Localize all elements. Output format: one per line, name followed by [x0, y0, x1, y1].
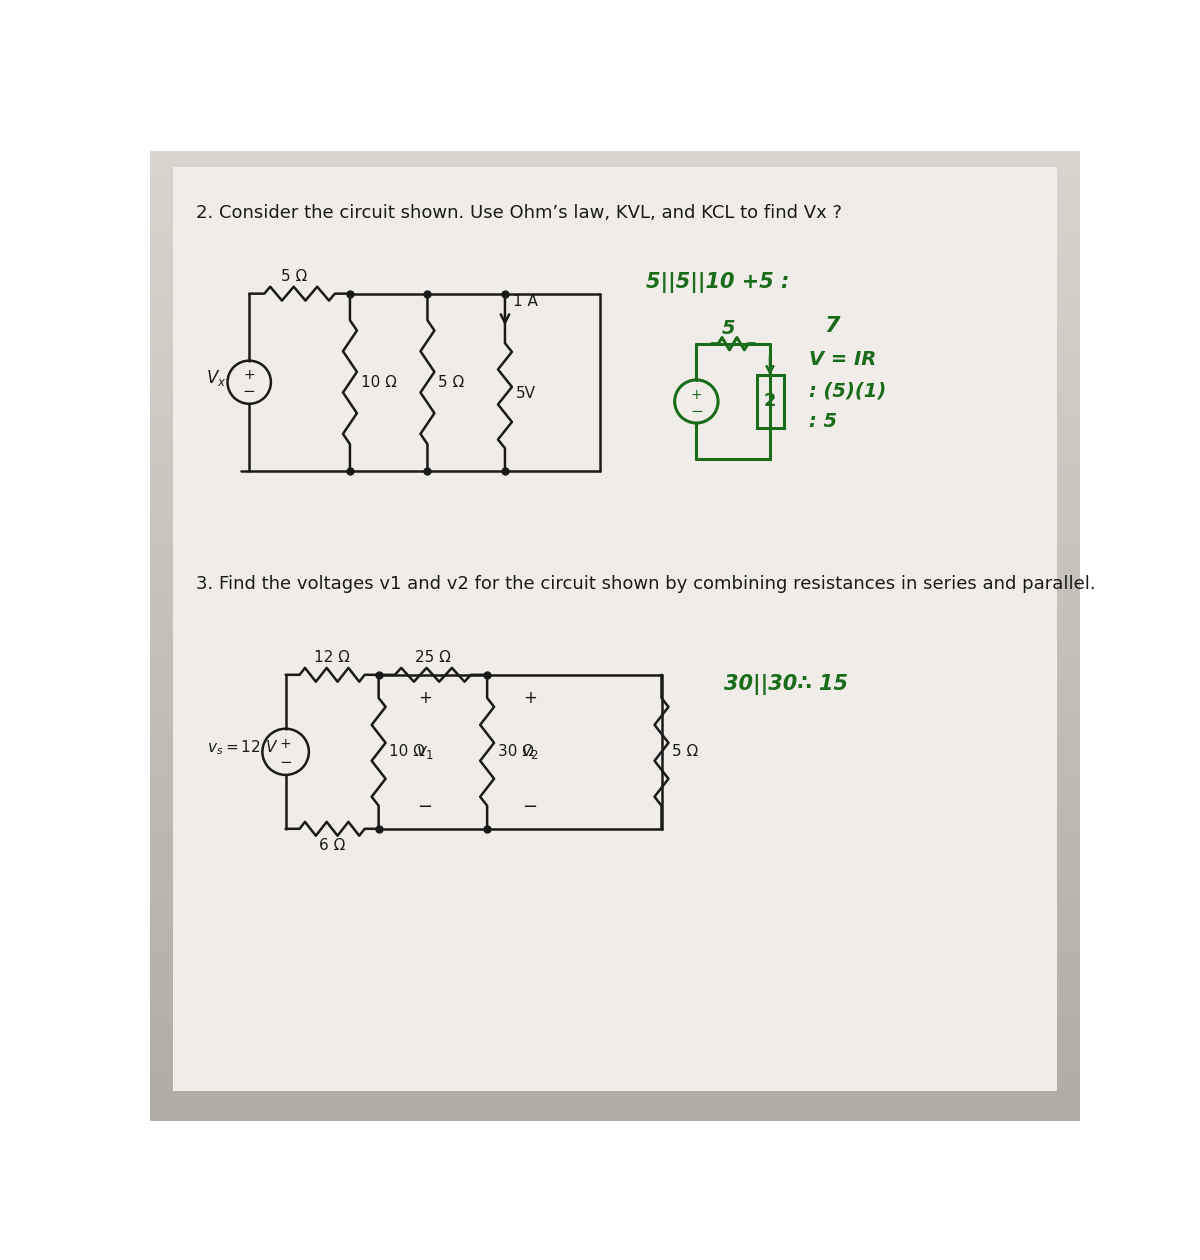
Bar: [757, 374, 784, 428]
Text: +: +: [244, 368, 256, 382]
Text: 5 Ω: 5 Ω: [672, 745, 698, 760]
Text: 30||30∴ 15: 30||30∴ 15: [724, 674, 847, 696]
Text: +: +: [280, 737, 292, 751]
Text: 5: 5: [722, 319, 736, 338]
Text: 3. Find the voltages v1 and v2 for the circuit shown by combining resistances in: 3. Find the voltages v1 and v2 for the c…: [197, 575, 1096, 592]
Text: 30 Ω: 30 Ω: [498, 745, 534, 760]
Text: 5 Ω: 5 Ω: [282, 270, 307, 285]
Text: V = IR: V = IR: [809, 350, 876, 369]
Text: −: −: [522, 799, 538, 816]
Text: $v_1$: $v_1$: [416, 743, 434, 761]
FancyBboxPatch shape: [173, 166, 1057, 1091]
Text: +: +: [523, 689, 536, 707]
Text: −: −: [280, 755, 292, 770]
Text: −: −: [418, 799, 433, 816]
Text: 25 Ω: 25 Ω: [415, 650, 451, 665]
Text: 5 Ω: 5 Ω: [438, 374, 464, 389]
Text: 12 Ω: 12 Ω: [314, 650, 350, 665]
Text: 10 Ω: 10 Ω: [390, 745, 425, 760]
Text: $v_s = 12\ V$: $v_s = 12\ V$: [208, 738, 278, 757]
Text: 10 Ω: 10 Ω: [361, 374, 397, 389]
Text: 5V: 5V: [516, 387, 535, 401]
Text: 6 Ω: 6 Ω: [319, 838, 346, 853]
Text: +: +: [418, 689, 432, 707]
Text: : 5: : 5: [809, 412, 836, 431]
Text: $V_x$: $V_x$: [206, 368, 227, 388]
Text: $v_2$: $v_2$: [521, 743, 539, 761]
Text: +: +: [690, 388, 702, 402]
Text: : (5)(1): : (5)(1): [809, 381, 886, 401]
Text: 7: 7: [824, 316, 840, 336]
Text: 2: 2: [763, 392, 776, 411]
Text: −: −: [690, 403, 703, 418]
Text: −: −: [242, 384, 256, 399]
Text: 1 A: 1 A: [512, 294, 538, 309]
Text: 2. Consider the circuit shown. Use Ohm’s law, KVL, and KCL to find Vx ?: 2. Consider the circuit shown. Use Ohm’s…: [197, 204, 842, 222]
Text: 5||5||10 +5 :: 5||5||10 +5 :: [646, 272, 790, 294]
